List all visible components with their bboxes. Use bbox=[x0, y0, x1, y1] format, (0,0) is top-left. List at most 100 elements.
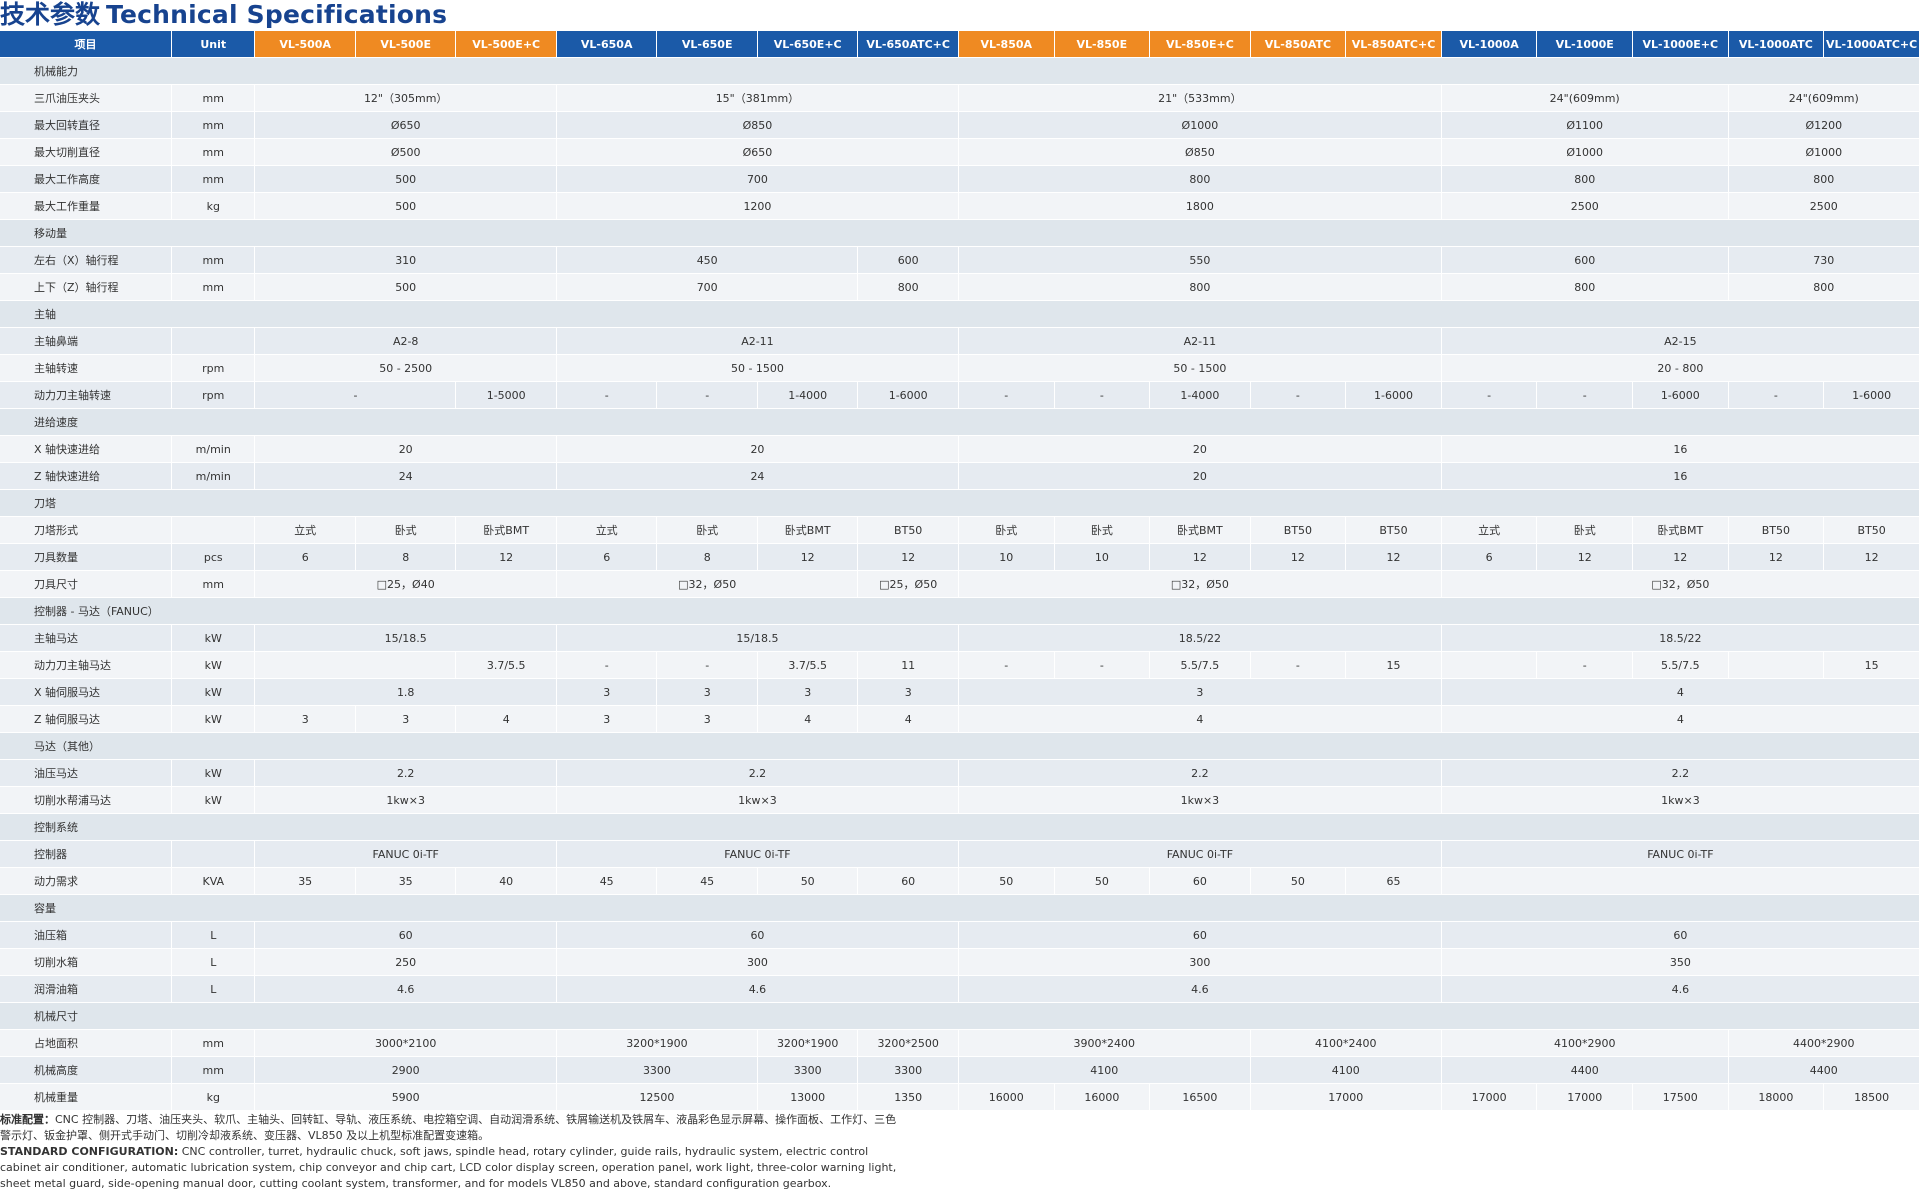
spec-value: 立式 bbox=[556, 516, 658, 544]
spec-value: 18000 bbox=[1728, 1083, 1825, 1111]
header-model: VL-650E bbox=[656, 31, 758, 58]
spec-value: 卧式 bbox=[1054, 516, 1151, 544]
spec-value: 800 bbox=[958, 273, 1442, 301]
spec-label: 刀具尺寸 bbox=[0, 570, 173, 598]
spec-row: 最大切削直径 mm Ø500 Ø650 Ø850 Ø1000 Ø1000 bbox=[0, 138, 1920, 166]
spec-value bbox=[1728, 651, 1825, 679]
spec-value: 4.6 bbox=[958, 975, 1442, 1003]
section-title: 控制器 - 马达（FANUC） bbox=[0, 597, 1920, 625]
spec-unit: mm bbox=[171, 111, 256, 139]
spec-value: 45 bbox=[656, 867, 758, 895]
spec-row: 最大回转直径 mm Ø650 Ø850 Ø1000 Ø1100 Ø1200 bbox=[0, 111, 1920, 139]
spec-value: 3 bbox=[656, 705, 758, 733]
spec-value: 800 bbox=[1441, 273, 1729, 301]
spec-value: 4.6 bbox=[556, 975, 959, 1003]
spec-row: 主轴转速 rpm 50 - 2500 50 - 1500 50 - 1500 20 - 8… bbox=[0, 354, 1920, 382]
spec-value: 1350 bbox=[857, 1083, 959, 1111]
spec-value: 18.5/22 bbox=[958, 624, 1442, 652]
spec-value: 24"(609mm) bbox=[1441, 84, 1729, 112]
spec-row: 上下（Z）轴行程 mm 500 700 800 800 800 800 bbox=[0, 273, 1920, 301]
spec-row: X 轴伺服马达 kW 1.8 3 3 3 3 3 4 bbox=[0, 678, 1920, 706]
spec-value: 550 bbox=[958, 246, 1442, 274]
spec-unit: kW bbox=[171, 759, 256, 787]
spec-value: Ø1000 bbox=[958, 111, 1442, 139]
spec-value: 12 bbox=[1250, 543, 1347, 571]
spec-unit: mm bbox=[171, 246, 256, 274]
spec-row: 最大工作重量 kg 500 1200 1800 2500 2500 bbox=[0, 192, 1920, 220]
spec-value: 8 bbox=[656, 543, 758, 571]
spec-unit: mm bbox=[171, 570, 256, 598]
spec-value: - bbox=[1054, 381, 1151, 409]
spec-value: 50 - 1500 bbox=[556, 354, 959, 382]
spec-value: 15 bbox=[1345, 651, 1442, 679]
spec-value: 20 bbox=[958, 462, 1442, 490]
section-title: 刀塔 bbox=[0, 489, 1920, 517]
section-row: 主轴 bbox=[0, 300, 1920, 328]
spec-value: 12 bbox=[857, 543, 959, 571]
spec-value: 8 bbox=[355, 543, 457, 571]
spec-value: 6 bbox=[254, 543, 356, 571]
spec-label: 主轴转速 bbox=[0, 354, 173, 382]
spec-value: 10 bbox=[1054, 543, 1151, 571]
header-model: VL-500A bbox=[254, 31, 356, 58]
spec-value: 20 bbox=[254, 435, 557, 463]
spec-unit: mm bbox=[171, 165, 256, 193]
spec-value: 50 bbox=[1250, 867, 1347, 895]
notes-en-text: CNC controller, turret, hydraulic chuck,… bbox=[0, 1145, 897, 1190]
spec-value: 2.2 bbox=[1441, 759, 1920, 787]
spec-value: BT50 bbox=[1250, 516, 1347, 544]
spec-label: 最大切削直径 bbox=[0, 138, 173, 166]
spec-value: 3 bbox=[556, 678, 658, 706]
spec-value: 1-4000 bbox=[1149, 381, 1251, 409]
header-model: VL-650ATC+C bbox=[857, 31, 959, 58]
spec-value: 4.6 bbox=[1441, 975, 1920, 1003]
spec-value: 卧式BMT bbox=[757, 516, 859, 544]
spec-value: 15 bbox=[1823, 651, 1920, 679]
spec-label: 主轴鼻端 bbox=[0, 327, 173, 355]
spec-row: 刀塔形式 立式 卧式 卧式BMT 立式 卧式 卧式BMT BT50 卧式 卧式 卧式BMT BT50 B… bbox=[0, 516, 1920, 544]
section-title: 控制系统 bbox=[0, 813, 1920, 841]
spec-value: 24 bbox=[254, 462, 557, 490]
spec-table-header: 项目 Unit VL-500A VL-500E VL-500E+C VL-650A VL… bbox=[0, 31, 1920, 58]
spec-value: 700 bbox=[556, 165, 959, 193]
spec-value: 卧式 bbox=[958, 516, 1055, 544]
title-chinese: 技术参数 bbox=[0, 0, 101, 29]
spec-value: 4100 bbox=[958, 1056, 1251, 1084]
spec-label: 动力刀主轴马达 bbox=[0, 651, 173, 679]
section-title: 马达（其他） bbox=[0, 732, 1920, 760]
spec-value: 50 bbox=[958, 867, 1055, 895]
section-row: 控制器 - 马达（FANUC） bbox=[0, 597, 1920, 625]
spec-value: 3 bbox=[556, 705, 658, 733]
spec-value: - bbox=[1536, 651, 1633, 679]
spec-value: 3300 bbox=[857, 1056, 959, 1084]
spec-value: - bbox=[1441, 381, 1538, 409]
spec-value: 3 bbox=[254, 705, 356, 733]
section-title: 主轴 bbox=[0, 300, 1920, 328]
spec-value: Ø1100 bbox=[1441, 111, 1729, 139]
section-row: 马达（其他） bbox=[0, 732, 1920, 760]
spec-unit: mm bbox=[171, 273, 256, 301]
spec-value: 20 bbox=[958, 435, 1442, 463]
spec-value bbox=[254, 651, 457, 679]
spec-value: 4100 bbox=[1250, 1056, 1442, 1084]
spec-value: 12 bbox=[1149, 543, 1251, 571]
spec-value: 卧式 bbox=[355, 516, 457, 544]
spec-value: 4 bbox=[455, 705, 557, 733]
spec-table: 项目 Unit VL-500A VL-500E VL-500E+C VL-650A VL… bbox=[0, 31, 1920, 1111]
header-model: VL-1000ATC bbox=[1728, 31, 1825, 58]
notes-en-label: STANDARD CONFIGURATION: bbox=[0, 1145, 179, 1158]
spec-value: 800 bbox=[1728, 273, 1920, 301]
header-model: VL-850A bbox=[958, 31, 1055, 58]
spec-value: 800 bbox=[958, 165, 1442, 193]
spec-value: 2.2 bbox=[254, 759, 557, 787]
spec-row: 切削水帮浦马达 kW 1kw×3 1kw×3 1kw×3 1kw×3 bbox=[0, 786, 1920, 814]
spec-value: 24"(609mm) bbox=[1728, 84, 1920, 112]
spec-value: □25，Ø40 bbox=[254, 570, 557, 598]
spec-value: 500 bbox=[254, 192, 557, 220]
spec-row: Z 轴伺服马达 kW 3 3 4 3 3 4 4 4 4 bbox=[0, 705, 1920, 733]
spec-value: 3 bbox=[656, 678, 758, 706]
section-row: 机械尺寸 bbox=[0, 1002, 1920, 1030]
spec-value: - bbox=[656, 651, 758, 679]
spec-label: 上下（Z）轴行程 bbox=[0, 273, 173, 301]
spec-unit bbox=[171, 516, 256, 544]
